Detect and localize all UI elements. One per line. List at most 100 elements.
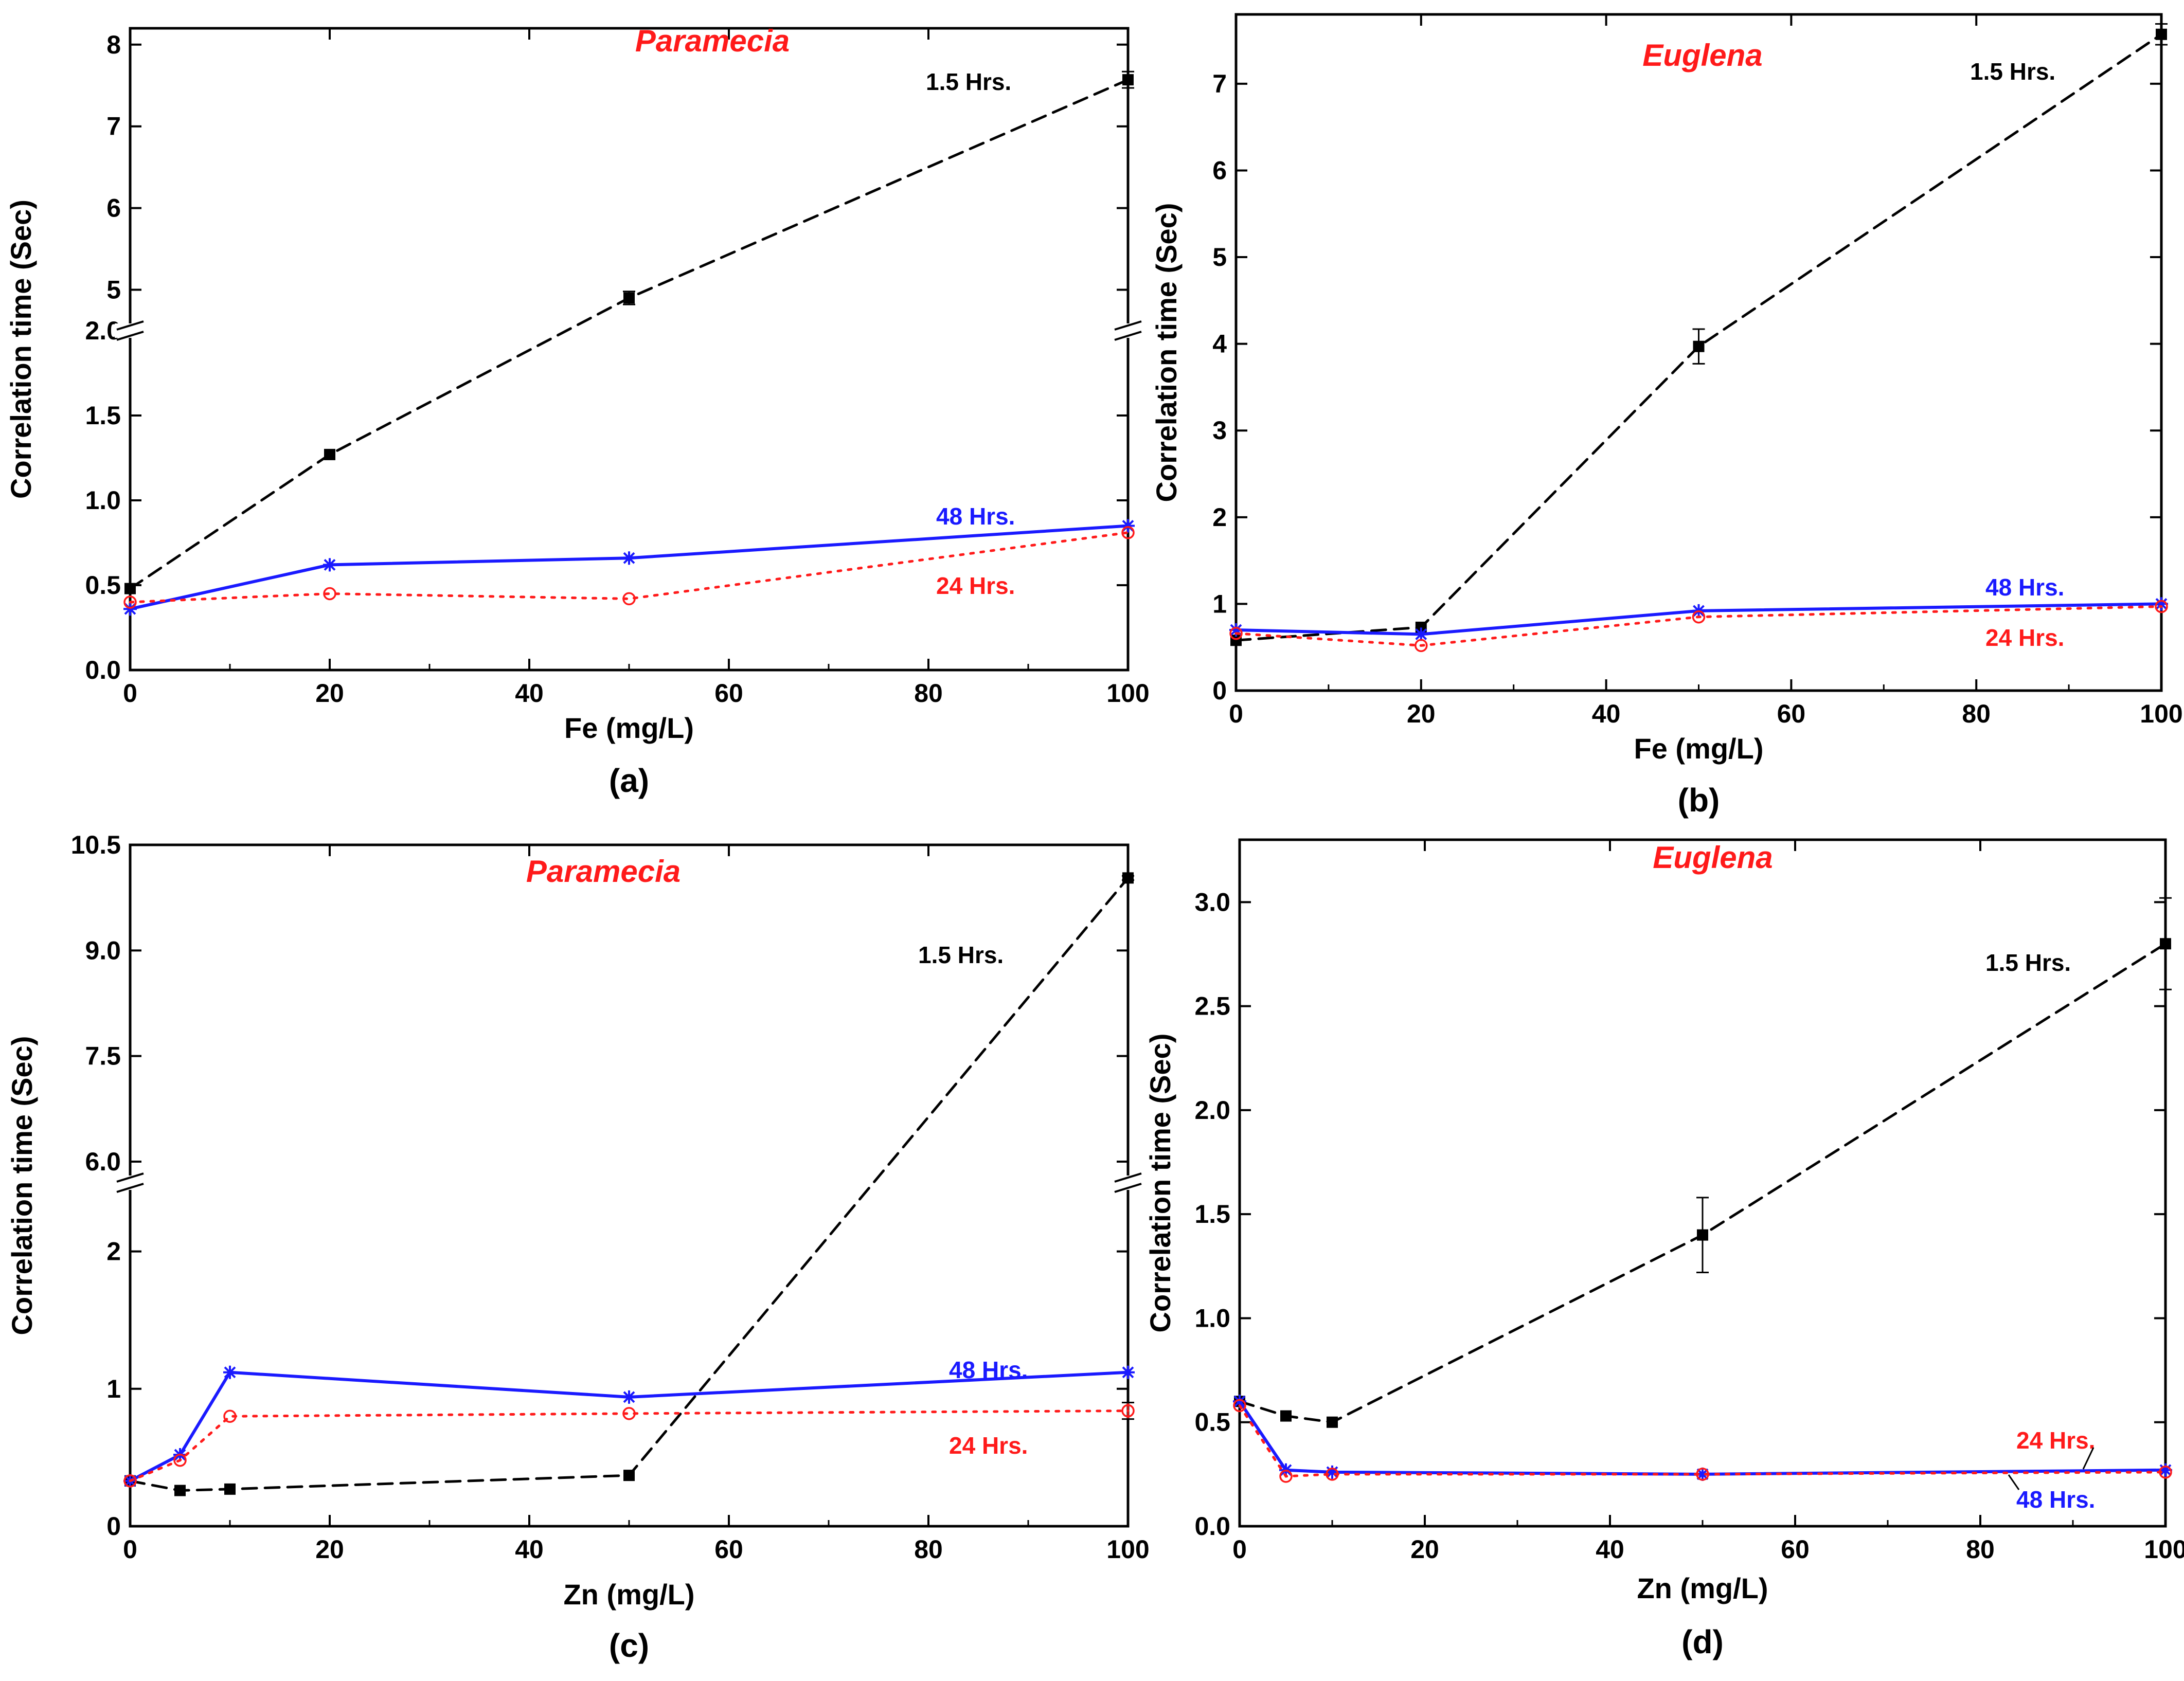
marker-circle [622, 1407, 636, 1420]
marker-circle [1326, 1468, 1339, 1481]
y-axis-title: Correlation time (Sec) [1144, 1034, 1176, 1333]
y-tick-label: 0.5 [1194, 1408, 1230, 1437]
x-tick-label: 100 [1106, 1535, 1149, 1564]
x-tick-label: 80 [1962, 699, 1991, 728]
marker-star [1121, 1365, 1135, 1379]
chart-panel-4: 0 20 40 60 80 100 0.0 0.5 1.0 1.5 2.0 2.5 3.0 1.5 Hrs… [1144, 838, 2184, 1660]
axis-break-mark [1114, 1172, 1142, 1183]
x-tick-label: 100 [1106, 679, 1149, 708]
y-tick-label: 9.0 [85, 936, 121, 965]
y-tick-label: 2 [106, 1237, 121, 1266]
y-tick-label: 1.5 [85, 401, 121, 430]
y-tick-label: 2.5 [1194, 992, 1230, 1021]
series-label: 24 Hrs. [949, 1432, 1028, 1459]
marker-star [123, 602, 137, 616]
y-tick-label: 5 [1212, 243, 1227, 272]
marker-square [623, 292, 635, 304]
marker-circle [1415, 639, 1428, 653]
series-line [1234, 33, 2163, 642]
x-tick-label: 0 [123, 1535, 137, 1564]
x-tick-label: 20 [315, 679, 344, 708]
y-tick-label: 2 [1212, 503, 1227, 532]
series-48-hrs- [1233, 1395, 2172, 1481]
marker-circle [2155, 600, 2168, 613]
panel-title: Euglena [1642, 38, 1762, 73]
series-label: 48 Hrs. [949, 1357, 1028, 1383]
y-tick-label: 1 [1212, 589, 1227, 618]
y-tick-label: 0.0 [85, 656, 121, 684]
x-tick-label: 0 [1229, 699, 1243, 728]
y-tick-label: 3 [1212, 416, 1227, 445]
marker-square [324, 448, 335, 460]
marker-circle [2159, 1466, 2172, 1479]
marker-star [622, 1390, 636, 1404]
marker-star [1326, 1465, 1339, 1479]
axis-break-mark [1114, 331, 1142, 341]
y-axis-title: Correlation time (Sec) [1150, 203, 1183, 502]
y-tick-label: 3.0 [1194, 888, 1230, 916]
x-tick-label: 0 [1232, 1535, 1247, 1564]
y-tick-label: 6 [1212, 156, 1227, 185]
chart-panel-2: 0 20 40 60 80 100 0 1 2 3 4 5 6 7 1.5 Hrs. 48 Hrs. 24 Hr… [1150, 13, 2183, 819]
marker-circle [173, 1453, 187, 1467]
y-tick-label: 7.5 [85, 1042, 121, 1071]
series-line [129, 78, 1130, 590]
y-tick-label: 10.5 [71, 830, 121, 859]
y-tick-label: 1.0 [85, 486, 121, 515]
series-label: 24 Hrs. [1985, 624, 2064, 651]
x-tick-label: 80 [914, 1535, 943, 1564]
x-tick-label: 60 [714, 679, 743, 708]
series-line [129, 1370, 1130, 1483]
marker-star [1696, 1467, 1709, 1481]
series-line [1238, 942, 2167, 1424]
x-tick-label: 60 [714, 1535, 743, 1564]
marker-star [1121, 519, 1135, 533]
series-24-hrs- [1233, 1399, 2172, 1483]
x-axis-title: Zn (mg/L) [1637, 1572, 1768, 1604]
y-tick-label: 7 [1212, 69, 1227, 98]
y-axis-title: Correlation time (Sec) [5, 200, 37, 499]
chart-panel-3: 0 20 40 60 80 100 0 1 2 6.0 7.5 9.0 10.5 1.5 Hrs. 48 H… [6, 830, 1150, 1664]
series-label: 1.5 Hrs. [1970, 58, 2055, 85]
series-label: 1.5 Hrs. [926, 68, 1011, 95]
x-axis-title: Fe (mg/L) [1634, 732, 1764, 765]
marker-circle [1233, 1399, 1246, 1413]
leader-line [2008, 1474, 2020, 1490]
y-tick-label: 2.0 [1194, 1096, 1230, 1125]
marker-square [1280, 1410, 1292, 1422]
y-tick-label: 1 [106, 1375, 121, 1403]
marker-circle [223, 1409, 237, 1423]
marker-star [1233, 1395, 1246, 1408]
marker-circle [1121, 526, 1135, 539]
x-tick-label: 0 [123, 679, 137, 708]
series-label: 48 Hrs. [1985, 574, 2064, 601]
axis-break-mark [1114, 320, 1142, 331]
x-tick-label: 80 [914, 679, 943, 708]
marker-square [2160, 938, 2171, 950]
marker-star [1414, 627, 1428, 641]
marker-square [174, 1485, 186, 1496]
series-48-hrs- [123, 1365, 1135, 1488]
series-label: 24 Hrs. [936, 572, 1015, 599]
axis-break-mark [116, 320, 144, 331]
series-line [1234, 605, 2163, 647]
marker-star [223, 1365, 237, 1379]
panel-label: (d) [1681, 1623, 1724, 1660]
panel-label: (b) [1678, 782, 1720, 819]
series-label: 1.5 Hrs. [1985, 949, 2071, 976]
series-24-hrs- [123, 1402, 1135, 1488]
x-tick-label: 20 [1407, 699, 1436, 728]
marker-square [1693, 340, 1705, 352]
marker-star [622, 551, 636, 565]
series-line [1234, 602, 2163, 636]
marker-square [2156, 28, 2167, 40]
panel-label: (c) [609, 1627, 649, 1664]
marker-star [2155, 597, 2168, 611]
marker-circle [1279, 1470, 1293, 1483]
series-line [129, 524, 1130, 611]
marker-circle [1692, 610, 1706, 624]
marker-circle [1229, 626, 1243, 640]
y-tick-label: 0.0 [1194, 1512, 1230, 1541]
